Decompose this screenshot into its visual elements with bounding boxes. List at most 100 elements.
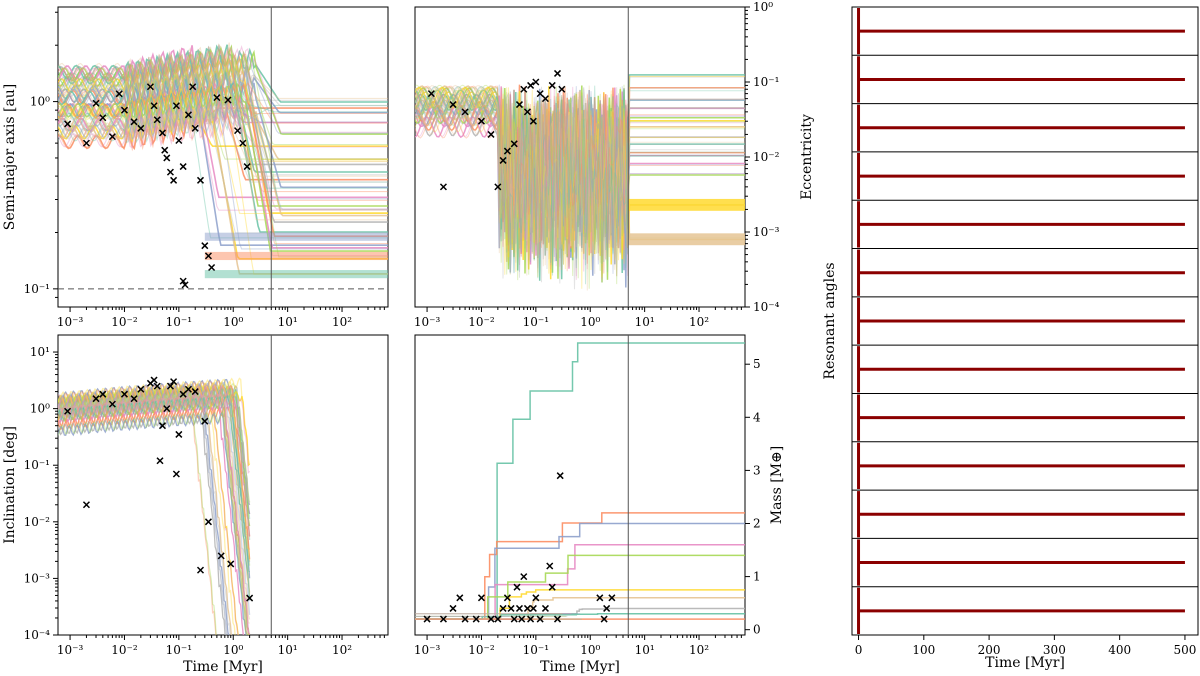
collision-marker <box>163 405 171 413</box>
collision-marker <box>494 183 502 191</box>
eccentricity-line <box>415 86 745 246</box>
collision-marker <box>201 242 209 250</box>
collision-marker <box>158 422 167 430</box>
y-tick-label: 10⁻¹ <box>24 458 50 472</box>
inclination-line <box>58 412 247 635</box>
inclination-line <box>58 397 250 635</box>
eccentricity-line <box>415 85 745 280</box>
collision-marker <box>472 615 480 623</box>
collision-marker <box>161 146 169 154</box>
eccentricity-line <box>415 87 745 269</box>
inclination-line <box>58 382 251 503</box>
inclination-line <box>58 377 251 465</box>
collision-marker <box>427 90 435 98</box>
mass-line <box>415 522 745 620</box>
collision-marker <box>510 140 518 148</box>
collision-marker <box>82 501 90 509</box>
orbit-line <box>58 47 388 133</box>
inclination-line <box>58 380 251 561</box>
collision-marker <box>529 117 537 125</box>
eccentricity-line <box>415 84 745 257</box>
eccentricity-line <box>415 86 745 279</box>
orbit-line <box>58 87 388 176</box>
collision-marker <box>196 566 205 574</box>
inclination-line <box>58 391 228 635</box>
resonant-angle-spike <box>857 104 861 151</box>
eccentricity-line <box>415 86 745 290</box>
orbit-line <box>58 95 388 249</box>
y-tick-label: 10¹ <box>30 345 50 359</box>
x-tick-label: 10⁻² <box>111 643 138 657</box>
collision-marker <box>556 472 564 480</box>
eccentricity-line <box>415 93 745 277</box>
collision-marker <box>523 108 531 116</box>
collision-marker <box>170 378 178 386</box>
eccentricity-line <box>415 86 745 291</box>
orbit-band <box>204 251 388 261</box>
y-tick-label: 4 <box>753 410 761 424</box>
orbit-line <box>58 103 388 177</box>
x-tick-label: 10⁻³ <box>57 315 84 329</box>
collision-marker <box>499 604 507 612</box>
orbit-line <box>58 81 388 215</box>
x-tick-label: 10⁻² <box>468 315 495 329</box>
inclination-line <box>58 385 251 537</box>
orbit-line <box>58 56 388 211</box>
collision-marker <box>217 552 225 560</box>
orbit-line <box>58 42 388 221</box>
resonant-angle-spike <box>857 297 861 345</box>
y-tick-label: 10⁻⁴ <box>753 300 780 314</box>
collision-marker <box>558 85 566 93</box>
collision-marker <box>227 560 235 568</box>
collision-marker <box>234 127 242 135</box>
x-tick-label: 10² <box>332 315 352 329</box>
inclination-line <box>58 393 251 550</box>
collision-marker <box>92 99 100 107</box>
collision-marker <box>503 594 511 602</box>
x-tick-label: 10⁻¹ <box>523 315 549 329</box>
collision-marker <box>477 117 485 125</box>
y-axis: 10⁻⁴ 10⁻³ 10⁻² 10⁻¹ 10⁰ <box>745 0 780 314</box>
collision-marker <box>520 573 528 581</box>
panel-mass: 10⁻³ 10⁻² 10⁻¹ 10⁰ 10¹ 10² 0 1 2 3 4 5 Mass [M⊕] T… <box>414 334 785 675</box>
x-tick-label: 10⁰ <box>223 643 243 657</box>
orbit-line <box>58 55 388 146</box>
orbit-line <box>58 84 388 160</box>
orbit-line <box>58 98 388 148</box>
y-tick-label: 3 <box>753 463 761 477</box>
collision-marker <box>541 604 549 612</box>
collision-marker <box>456 594 464 602</box>
collision-marker <box>515 604 524 612</box>
inclination-line <box>58 389 239 635</box>
collision-marker <box>99 114 107 122</box>
collision-marker <box>523 604 531 612</box>
orbit-line <box>58 67 388 246</box>
inclination-line <box>58 405 250 635</box>
x-axis-label: Time [Myr] <box>183 659 263 675</box>
x-tick-label: 10⁻¹ <box>166 315 192 329</box>
collision-marker <box>548 583 556 591</box>
collision-marker <box>596 594 604 602</box>
orbit-line <box>58 70 388 181</box>
collision-marker <box>99 390 107 398</box>
collision-marker <box>503 147 511 155</box>
orbit-line <box>58 73 388 200</box>
inclination-line <box>58 382 231 635</box>
collision-marker <box>461 615 469 623</box>
orbit-line <box>58 69 388 233</box>
inclination-line <box>58 387 232 635</box>
x-tick-label: 10⁰ <box>580 643 600 657</box>
x-tick-label: 10⁰ <box>580 315 600 329</box>
mass-line <box>415 589 745 620</box>
y-tick-label: 10⁻² <box>24 515 51 529</box>
mass-line <box>415 597 745 620</box>
collision-marker <box>150 102 158 110</box>
eccentricity-line <box>415 84 745 237</box>
inclination-line <box>58 386 250 573</box>
eccentricity-line <box>415 85 745 254</box>
collision-marker <box>172 102 180 110</box>
eccentricity-line <box>415 94 745 276</box>
collision-marker <box>527 615 535 623</box>
collision-marker <box>541 95 549 103</box>
